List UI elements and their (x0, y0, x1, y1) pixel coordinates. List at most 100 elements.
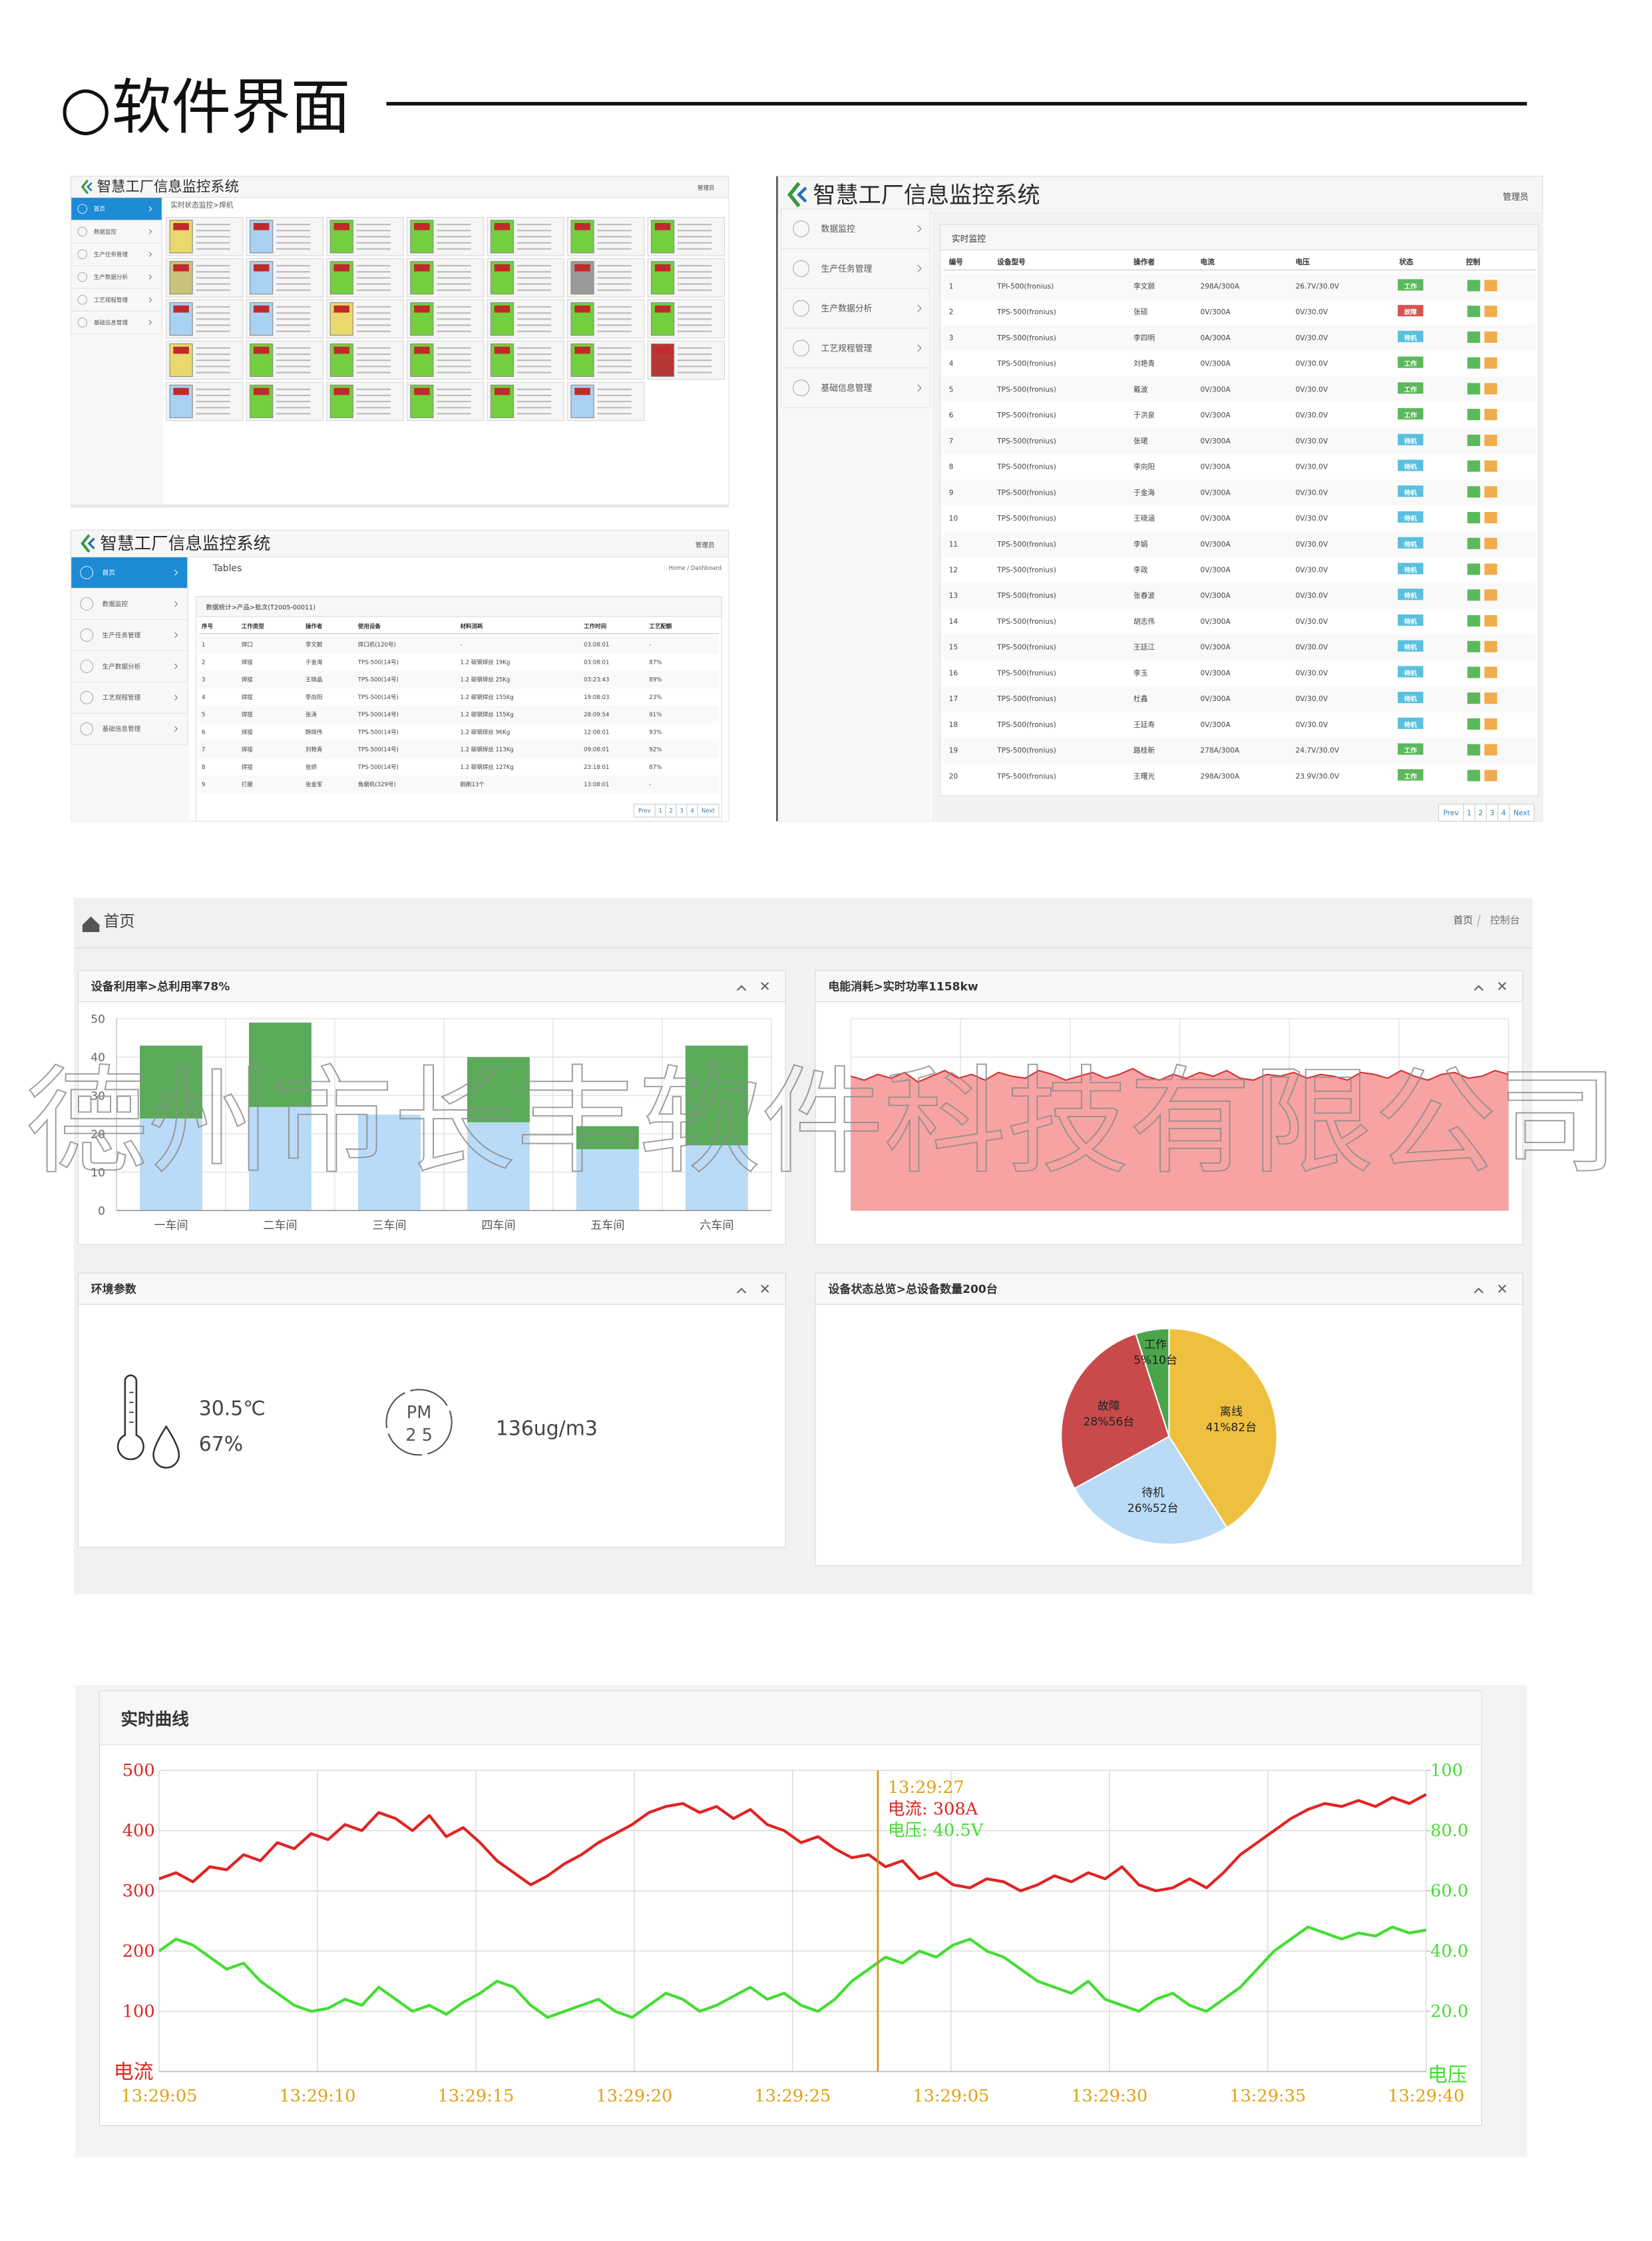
control-button[interactable] (1484, 666, 1498, 678)
table-cell: TPS-500(fronius) (996, 411, 1056, 419)
control-button[interactable] (1484, 692, 1498, 704)
table-cell: 焊口机(120号) (358, 641, 396, 648)
control-button[interactable] (1467, 460, 1480, 472)
table-cell: 8 (949, 463, 954, 471)
control-button[interactable] (1484, 744, 1498, 756)
table-cell: 2 (202, 659, 205, 666)
table-cell: 0V/30.0V (1295, 514, 1328, 523)
app-header (777, 176, 1544, 214)
table-cell: 1 (949, 282, 954, 290)
table-cell: 张娇 (306, 764, 317, 771)
status-label: 待机 (1404, 463, 1418, 471)
device-display (253, 264, 270, 272)
page-label[interactable]: Next (1514, 808, 1530, 817)
status-badge (1397, 511, 1424, 523)
control-button[interactable] (1484, 383, 1498, 395)
page-label[interactable]: 3 (680, 808, 683, 814)
control-button[interactable] (1467, 744, 1480, 756)
control-button[interactable] (1467, 692, 1480, 704)
table-cell: 0V/300A (1200, 411, 1231, 419)
control-button[interactable] (1484, 434, 1498, 446)
control-button[interactable] (1484, 718, 1498, 730)
control-button[interactable] (1484, 512, 1498, 524)
control-button[interactable] (1484, 460, 1498, 472)
table-cell: TPS-500(fronius) (996, 617, 1056, 626)
page-label[interactable]: 4 (690, 808, 694, 814)
control-button[interactable] (1484, 640, 1498, 652)
control-button[interactable] (1467, 718, 1480, 730)
device-display (574, 387, 590, 395)
control-button[interactable] (1467, 589, 1480, 601)
page-label[interactable]: Prev (1443, 808, 1458, 817)
control-button[interactable] (1467, 434, 1480, 446)
control-button[interactable] (1484, 615, 1498, 627)
control-button[interactable] (1484, 486, 1498, 498)
table-cell: 0V/30.0V (1295, 668, 1328, 677)
table-cell: 0V/30.0V (1295, 617, 1328, 626)
control-button[interactable] (1467, 486, 1480, 498)
logo (797, 186, 807, 203)
page-label[interactable]: 1 (658, 808, 662, 814)
menu-item (71, 712, 188, 745)
control-button[interactable] (1467, 615, 1480, 627)
control-button[interactable] (1484, 357, 1498, 369)
page-label[interactable]: 2 (1478, 808, 1483, 817)
table-cell: 1.2 碳钢焊丝 127Kg (460, 764, 513, 771)
table-cell: 0V/300A (1200, 360, 1231, 368)
table-cell: 焊接 (242, 746, 254, 754)
control-button[interactable] (1467, 409, 1480, 421)
control-button[interactable] (1484, 589, 1498, 601)
control-button[interactable] (1467, 331, 1480, 343)
control-button[interactable] (1467, 770, 1480, 782)
control-button[interactable] (1467, 512, 1480, 524)
control-button[interactable] (1467, 280, 1480, 292)
status-badge (1397, 589, 1424, 601)
pie-slice (1073, 1435, 1228, 1545)
page-label[interactable]: 1 (1467, 808, 1472, 817)
page-heading: Tables (212, 563, 242, 574)
table-row (943, 531, 1536, 557)
control-button[interactable] (1467, 306, 1480, 318)
page-label[interactable]: Prev (638, 808, 651, 814)
table-cell: 16 (949, 668, 958, 677)
menu-icon (77, 318, 88, 328)
table-cell: 5 (202, 712, 205, 718)
y-tick-label: 500 (122, 1761, 155, 1781)
menu-icon (77, 249, 88, 260)
control-button[interactable] (1467, 383, 1480, 395)
control-button[interactable] (1467, 640, 1480, 652)
page-label[interactable]: 2 (669, 808, 672, 814)
control-button[interactable] (1484, 409, 1498, 421)
table-cell: 03:08:01 (584, 642, 609, 648)
logo (81, 179, 89, 194)
page-button[interactable] (1509, 804, 1535, 822)
control-button[interactable] (1484, 280, 1498, 292)
device-display (654, 305, 671, 313)
panel-heading (77, 1272, 786, 1305)
page-label[interactable]: 3 (1490, 808, 1494, 817)
table-cell: 0V/300A (1200, 591, 1231, 600)
status-badge (1397, 382, 1424, 394)
control-button[interactable] (1484, 331, 1498, 343)
area-fill (851, 1069, 1509, 1211)
control-button[interactable] (1467, 666, 1480, 678)
control-button[interactable] (1467, 537, 1480, 549)
table-cell: 28:09:54 (584, 712, 609, 718)
menu-chevron (917, 384, 922, 392)
app-header (71, 529, 729, 558)
thermometer-icon (116, 1374, 144, 1461)
page-button[interactable] (697, 804, 720, 818)
control-button[interactable] (1484, 306, 1498, 318)
control-button[interactable] (1467, 357, 1480, 369)
x-tick-label: 四车间 (481, 1219, 515, 1232)
table-cell: 7 (202, 747, 205, 754)
y2-tick-label: 20.0 (1430, 2002, 1468, 2022)
page-label[interactable]: Next (702, 808, 715, 814)
control-button[interactable] (1484, 770, 1498, 782)
control-button[interactable] (1484, 537, 1498, 549)
menu-item (781, 328, 931, 369)
control-button[interactable] (1467, 563, 1480, 575)
table-cell: 03:08:01 (584, 659, 609, 666)
page-label[interactable]: 4 (1502, 808, 1506, 817)
control-button[interactable] (1484, 563, 1498, 575)
